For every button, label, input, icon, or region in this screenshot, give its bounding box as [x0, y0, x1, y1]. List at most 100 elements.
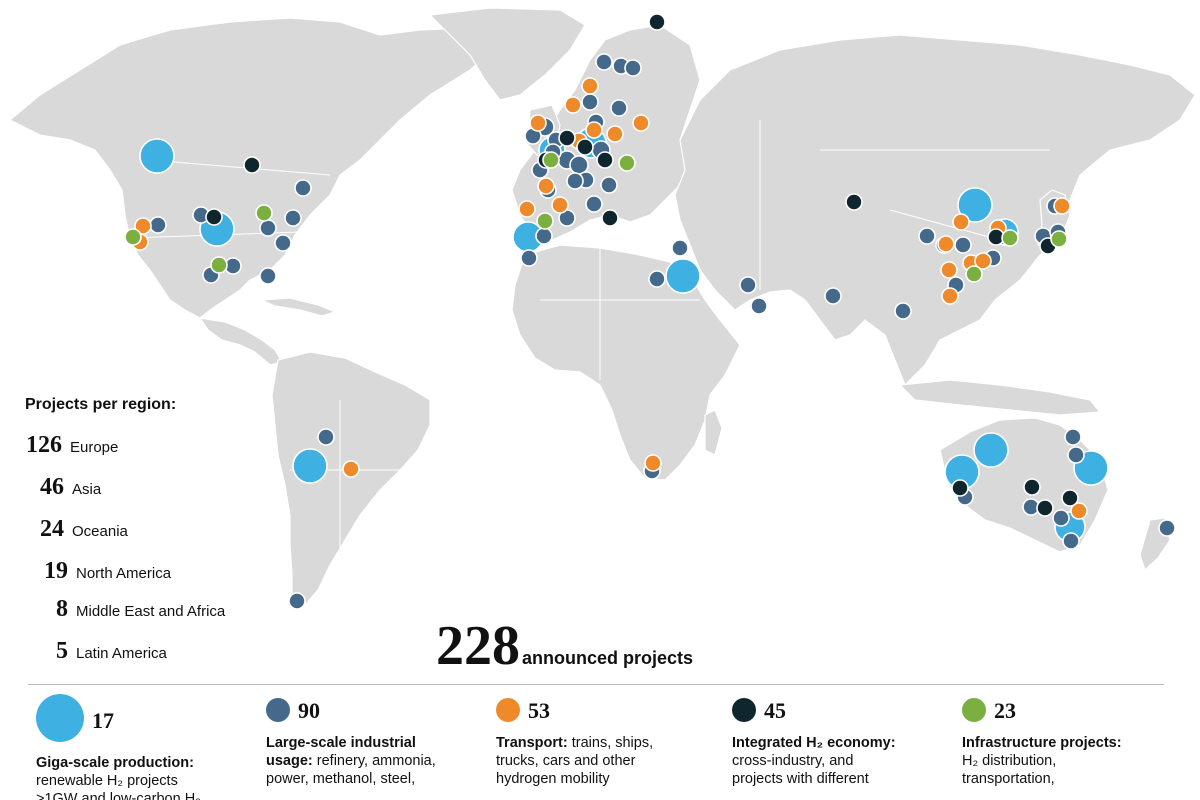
region-name: Oceania — [72, 523, 128, 540]
project-marker-infrastructure — [1050, 230, 1068, 248]
project-marker-transport — [529, 114, 547, 132]
region-count: 19 — [44, 558, 68, 584]
land-central-america — [198, 317, 283, 366]
project-marker-industrial — [1158, 519, 1176, 537]
project-marker-transport — [551, 196, 569, 214]
region-panel-title: Projects per region: — [25, 396, 177, 413]
legend-item-transport: 53 Transport: trains, ships, trucks, cars … — [496, 692, 716, 800]
region-count: 46 — [40, 474, 64, 500]
legend-integrated-desc-line: projects with different — [732, 771, 869, 787]
project-marker-integrated — [596, 151, 614, 169]
region-name: Latin America — [76, 645, 167, 662]
country-borders — [129, 120, 1050, 560]
project-marker-industrial — [918, 227, 936, 245]
legend-giga-desc-line: renewable H₂ projects — [36, 773, 178, 789]
project-marker-transport — [581, 77, 599, 95]
legend-infrastructure-marker — [962, 698, 986, 722]
project-marker-transport — [606, 125, 624, 143]
region-name: North America — [76, 565, 172, 582]
legend-industrial-marker — [266, 698, 290, 722]
project-marker-infrastructure — [542, 151, 560, 169]
legend-infrastructure-desc-line: H₂ distribution, — [962, 753, 1057, 769]
project-marker-transport — [937, 235, 955, 253]
region-name: Middle East and Africa — [76, 603, 226, 620]
project-marker-industrial — [149, 216, 167, 234]
project-marker-integrated — [205, 208, 223, 226]
project-marker-industrial — [610, 99, 628, 117]
legend-giga-count: 17 — [92, 708, 114, 733]
project-marker-industrial — [520, 249, 538, 267]
project-marker-giga — [292, 448, 328, 484]
legend-transport-desc-line: trucks, cars and other — [496, 753, 636, 769]
legend-transport-description: Transport: trains, ships, trucks, cars an… — [496, 734, 716, 788]
world-map — [8, 7, 1196, 610]
project-marker-integrated — [601, 209, 619, 227]
legend-integrated-count: 45 — [764, 698, 786, 723]
project-marker-transport — [537, 177, 555, 195]
land-asia — [674, 34, 1196, 387]
project-marker-industrial — [1064, 428, 1082, 446]
project-marker-integrated — [648, 13, 666, 31]
legend-giga-desc-line: >1GW and low-carbon H₂ — [36, 791, 201, 800]
legend-transport-title: Transport: — [496, 735, 568, 751]
project-marker-integrated — [951, 479, 969, 497]
legend-industrial-title: Large-scale industrial — [266, 735, 416, 751]
legend-infrastructure-description: Infrastructure projects: H₂ distribution,… — [962, 734, 1182, 788]
project-marker-infrastructure — [536, 212, 554, 230]
project-marker-integrated — [1061, 489, 1079, 507]
project-marker-industrial — [284, 209, 302, 227]
project-marker-industrial — [600, 176, 618, 194]
project-marker-industrial — [259, 219, 277, 237]
region-row-europe: 126 Europe — [26, 432, 118, 459]
legend-industrial-description: Large-scale industrial usage: refinery, a… — [266, 734, 486, 788]
project-marker-infrastructure — [1001, 229, 1019, 247]
projects-per-region-panel: Projects per region: 126 Europe 46 Asia 24 Oc… — [22, 396, 272, 664]
legend-industrial-count: 90 — [298, 698, 320, 723]
project-marker-transport — [940, 261, 958, 279]
land-greenland — [428, 7, 586, 101]
project-marker-giga — [957, 187, 993, 223]
project-marker-infrastructure — [255, 204, 273, 222]
project-marker-giga — [973, 432, 1009, 468]
land-south-america — [271, 351, 431, 606]
region-count: 5 — [56, 638, 68, 664]
project-marker-industrial — [581, 93, 599, 111]
land-masses — [8, 7, 1196, 606]
project-marker-transport — [952, 213, 970, 231]
project-marker-integrated — [1036, 499, 1054, 517]
project-marker-transport — [974, 252, 992, 270]
total-projects-label: announced projects — [522, 648, 694, 668]
project-marker-infrastructure — [618, 154, 636, 172]
project-marker-transport — [585, 121, 603, 139]
project-marker-industrial — [1052, 509, 1070, 527]
project-marker-industrial — [894, 302, 912, 320]
region-row-oceania: 24 Oceania — [40, 516, 128, 543]
project-marker-industrial — [750, 297, 768, 315]
total-projects-number: 228 — [436, 615, 520, 677]
project-marker-integrated — [1023, 478, 1041, 496]
land-caribbean — [261, 297, 337, 317]
project-marker-transport — [632, 114, 650, 132]
legend-industrial-desc-line: power, methanol, steel, — [266, 771, 416, 787]
project-marker-industrial — [317, 428, 335, 446]
project-marker-giga — [665, 258, 701, 294]
project-marker-integrated — [558, 129, 576, 147]
project-marker-industrial — [274, 234, 292, 252]
project-marker-infrastructure — [965, 265, 983, 283]
region-row-latin-america: 5 Latin America — [56, 638, 167, 665]
project-marker-transport — [342, 460, 360, 478]
project-marker-industrial — [288, 592, 306, 610]
legend-integrated-marker — [732, 698, 756, 722]
region-name: Europe — [70, 439, 119, 456]
project-marker-industrial — [824, 287, 842, 305]
legend-integrated-description: Integrated H₂ economy: cross-industry, an… — [732, 734, 952, 788]
legend-giga-marker — [36, 694, 84, 742]
total-projects: 228 announced projects — [436, 618, 693, 674]
legend-infrastructure-desc-line: transportation, — [962, 771, 1055, 787]
project-marker-transport — [1070, 502, 1088, 520]
project-marker-integrated — [845, 193, 863, 211]
project-marker-industrial — [294, 179, 312, 197]
legend-transport-marker — [496, 698, 520, 722]
legend-infrastructure-count: 23 — [994, 698, 1016, 723]
